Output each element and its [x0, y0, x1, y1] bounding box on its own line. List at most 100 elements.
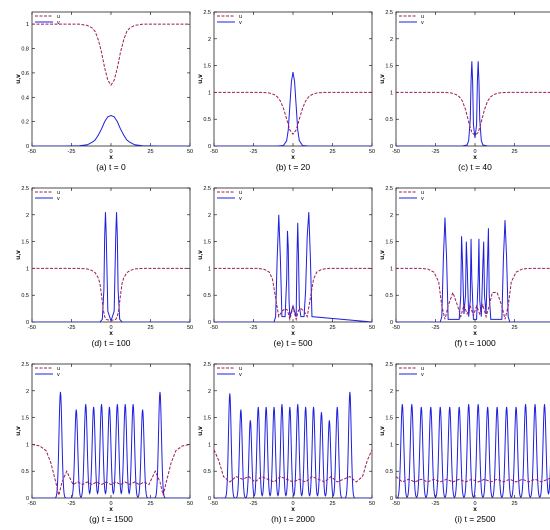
x-axis-title: x [109, 154, 113, 161]
x-tick-label: -25 [68, 325, 76, 331]
legend-label-v: v [421, 196, 424, 202]
x-tick-label: 50 [187, 325, 193, 331]
y-tick-label: 1.5 [385, 240, 393, 246]
y-tick-label: 1 [26, 266, 29, 272]
panel-caption: (e) t = 500 [274, 338, 313, 348]
series-line-v [396, 404, 550, 498]
x-tick-label: 0 [291, 325, 294, 331]
plot-frame [213, 11, 373, 147]
y-tick-label: 0 [390, 496, 393, 502]
y-tick-label: 1 [26, 22, 29, 28]
y-axis-title: u,v [197, 250, 204, 260]
x-tick-label: 0 [109, 325, 112, 331]
series-line-u [396, 267, 550, 320]
y-tick-label: 0 [26, 320, 29, 326]
legend-label-u: u [57, 190, 60, 196]
x-axis-title: x [473, 330, 477, 337]
y-tick-label: 2.5 [385, 10, 393, 16]
series-line-v [214, 391, 372, 498]
x-axis-title: x [109, 506, 113, 513]
x-tick-label: 25 [511, 149, 517, 155]
y-tick-label: 0.5 [21, 469, 29, 475]
y-tick-label: 2.5 [21, 186, 29, 192]
y-tick-label: 0.5 [203, 293, 211, 299]
y-tick-label: 0.2 [21, 120, 29, 126]
y-tick-label: 1.5 [21, 240, 29, 246]
y-tick-label: 1.5 [203, 64, 211, 70]
chart-panel-2: -50 -25 0 25 50 0 0.5 1 1.5 2 2.5 x u,v uv (b) t = 20 [197, 10, 375, 172]
y-tick-label: 2 [26, 213, 29, 219]
legend-label-u: u [239, 366, 242, 372]
x-tick-label: 0 [473, 501, 476, 507]
x-tick-label: 0 [109, 501, 112, 507]
legend-label-v: v [239, 372, 242, 378]
y-tick-label: 0.5 [385, 469, 393, 475]
y-tick-label: 0 [390, 144, 393, 150]
x-tick-label: 50 [369, 149, 375, 155]
series-line-u [396, 91, 550, 136]
y-tick-label: 0 [26, 144, 29, 150]
x-tick-label: 25 [147, 325, 153, 331]
legend-label-v: v [57, 196, 60, 202]
x-tick-label: 0 [473, 325, 476, 331]
legend-label-v: v [57, 372, 60, 378]
y-tick-label: 1.5 [203, 416, 211, 422]
y-tick-label: 0.5 [21, 293, 29, 299]
legend-label-v: v [57, 20, 60, 26]
series-line-u [32, 267, 190, 321]
y-axis-title: u,v [15, 250, 22, 260]
x-tick-label: -25 [250, 325, 258, 331]
x-tick-label: -50 [210, 149, 218, 155]
y-axis-title: u,v [379, 250, 386, 260]
y-axis-title: u,v [197, 74, 204, 84]
plot-frame [213, 187, 373, 323]
x-tick-label: 0 [291, 501, 294, 507]
y-tick-label: 0.5 [203, 117, 211, 123]
x-tick-label: -25 [432, 325, 440, 331]
x-tick-label: 25 [511, 501, 517, 507]
y-tick-label: 2 [390, 37, 393, 43]
y-tick-label: 1 [390, 90, 393, 96]
legend-label-u: u [239, 190, 242, 196]
x-axis-title: x [473, 154, 477, 161]
y-tick-label: 2.5 [385, 186, 393, 192]
y-tick-label: 0.4 [21, 95, 29, 101]
y-tick-label: 0.5 [203, 469, 211, 475]
series-line-u [396, 476, 550, 483]
x-tick-label: 50 [369, 325, 375, 331]
y-tick-label: 1 [26, 442, 29, 448]
x-tick-label: -50 [392, 501, 400, 507]
panel-caption: (h) t = 2000 [271, 514, 315, 524]
legend-label-v: v [421, 20, 424, 26]
y-axis-title: u,v [379, 74, 386, 84]
series-line-v [214, 212, 372, 322]
y-tick-label: 0 [208, 320, 211, 326]
legend-label-v: v [239, 196, 242, 202]
y-tick-label: 1 [208, 266, 211, 272]
series-line-u [32, 443, 190, 496]
y-tick-label: 1 [208, 442, 211, 448]
series-line-v [32, 212, 190, 322]
x-tick-label: -25 [68, 501, 76, 507]
y-tick-label: 2.5 [203, 186, 211, 192]
x-tick-label: 25 [329, 149, 335, 155]
x-tick-label: 25 [147, 149, 153, 155]
x-tick-label: 50 [187, 149, 193, 155]
x-tick-label: -25 [432, 501, 440, 507]
series-line-u [214, 449, 372, 483]
series-line-u [214, 91, 372, 136]
x-tick-label: 0 [291, 149, 294, 155]
y-axis-title: u,v [379, 426, 386, 436]
y-tick-label: 2.5 [21, 362, 29, 368]
legend-label-u: u [421, 14, 424, 20]
y-tick-label: 1 [390, 442, 393, 448]
x-tick-label: 25 [147, 501, 153, 507]
panel-caption: (b) t = 20 [276, 162, 311, 172]
chart-panel-1: -50 -25 0 25 50 0 0.2 0.4 0.6 0.8 1 x u,v uv (a) t = 0 [15, 11, 193, 172]
x-tick-label: -50 [28, 149, 36, 155]
panel-caption: (i) t = 2500 [455, 514, 496, 524]
